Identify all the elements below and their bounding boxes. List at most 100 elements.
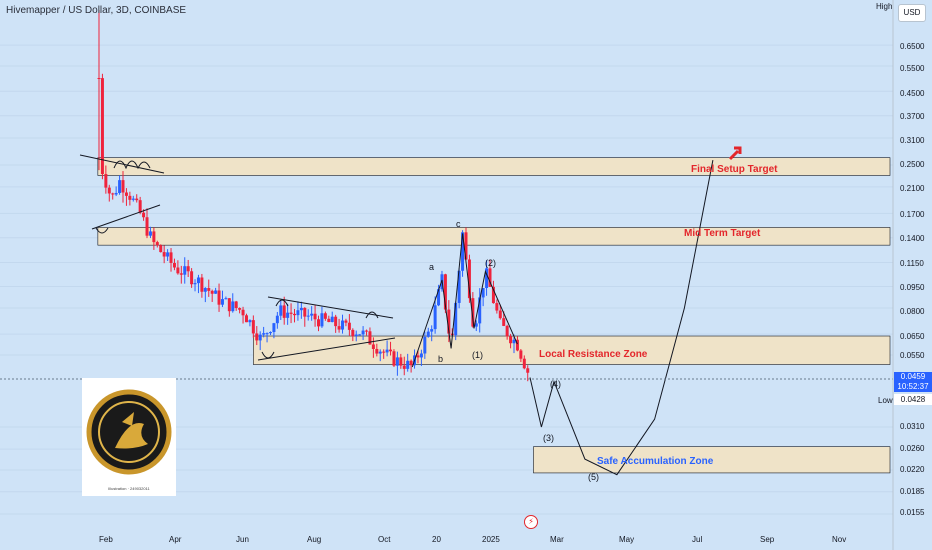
candle-body (234, 301, 238, 309)
candle-body (169, 252, 173, 263)
candle-body (131, 198, 135, 200)
candle-body (382, 351, 386, 353)
candle-body (471, 298, 475, 327)
candle-body (107, 187, 111, 194)
candle-body (461, 232, 465, 271)
price-tick-label: 0.3100 (900, 136, 925, 145)
candle-body (334, 316, 338, 327)
candle-body (142, 212, 146, 218)
candle-body (330, 316, 334, 323)
candle-body (478, 297, 482, 324)
trendline (91, 204, 161, 230)
candle-body (104, 174, 108, 188)
candle-body (488, 268, 492, 287)
candle-body (183, 266, 187, 275)
candle-body (118, 180, 122, 193)
candle-body (512, 339, 516, 344)
candle-body (176, 267, 180, 274)
candle-body (203, 288, 207, 292)
candle-body (138, 200, 142, 213)
target-arrow-icon (728, 146, 742, 161)
candle-body (464, 232, 468, 260)
candle-body (485, 268, 489, 289)
candle-body (399, 357, 403, 366)
candle-body (409, 360, 413, 366)
price-tick-label: 0.0220 (900, 465, 925, 474)
candle-body (262, 333, 266, 335)
zone-rect (97, 157, 891, 176)
time-tick-label: Oct (378, 535, 391, 544)
candle-body (385, 349, 389, 353)
time-tick-label: 2025 (482, 535, 500, 544)
current-price-tag: 0.0459 10:52:37 (894, 372, 932, 392)
time-tick-label: Mar (550, 535, 564, 544)
candle-body (179, 273, 183, 275)
candle-body (289, 312, 293, 314)
candle-body (196, 277, 200, 284)
currency-button[interactable]: USD (898, 4, 926, 22)
candle-body (220, 299, 224, 305)
zone-label-local-resistance: Local Resistance Zone (539, 349, 648, 360)
candle-body (152, 231, 156, 243)
candle-body (241, 309, 245, 316)
candle-body (217, 290, 221, 305)
candle-body (433, 305, 437, 330)
candle-body (292, 313, 296, 316)
candle-body (443, 274, 447, 310)
candle-body (347, 322, 351, 330)
candle-body (303, 307, 307, 317)
candle-body (258, 334, 262, 341)
candle-body (406, 360, 410, 369)
candle-body (214, 290, 218, 294)
price-tick-label: 0.1150 (900, 259, 924, 268)
price-tick-label: 0.5500 (900, 64, 925, 73)
projection-path (529, 160, 714, 476)
zone-rect (253, 335, 891, 365)
candle-body (166, 252, 170, 257)
time-tick-label: May (619, 535, 635, 544)
candle-body (275, 315, 279, 324)
candle-body (286, 312, 290, 318)
candle-body (437, 289, 441, 306)
wave-label-b: b (438, 354, 444, 364)
wave-label-4: (4) (550, 379, 561, 389)
price-tick-label: 0.0155 (900, 508, 925, 517)
candle-body (491, 286, 495, 304)
candle-body (306, 315, 310, 317)
flash-icon[interactable]: ⚡ (524, 515, 538, 529)
candle-body (296, 310, 300, 316)
candle-body (172, 262, 176, 268)
price-tick-label: 0.4500 (900, 89, 925, 98)
time-tick-label: Jun (236, 535, 249, 544)
candle-body (121, 180, 125, 193)
candle-body (515, 339, 519, 351)
candle-body (193, 283, 197, 285)
zone-rects (97, 157, 891, 474)
trendline (79, 154, 165, 174)
zone-label-safe-accumulation: Safe Accumulation Zone (597, 456, 714, 467)
candle-body (375, 348, 379, 354)
candle-body (474, 323, 478, 327)
time-tick-label: Apr (169, 535, 182, 544)
candle-body (526, 368, 530, 373)
zone-rect (533, 446, 891, 474)
candle-body (320, 313, 324, 327)
current-price-value: 0.0459 (900, 372, 926, 381)
candle-body (279, 305, 283, 316)
time-tick-label: 20 (432, 535, 441, 544)
coin-emblem-icon (86, 389, 172, 475)
logo-caption: Illustration · 249032011 (108, 486, 150, 491)
candle-body (231, 301, 235, 312)
candle-body (310, 313, 314, 316)
candle-body (368, 331, 372, 345)
low-price-tag: 0.0428 (894, 394, 932, 405)
candle-body (227, 298, 231, 312)
hivemapper-logo: Illustration · 249032011 (82, 378, 176, 496)
candle-body (268, 332, 272, 334)
candle-body (337, 326, 341, 330)
candle-body (371, 344, 375, 349)
candle-body (327, 318, 331, 323)
candle-body (299, 307, 303, 311)
candle-body (145, 217, 149, 236)
candle-body (323, 313, 327, 319)
